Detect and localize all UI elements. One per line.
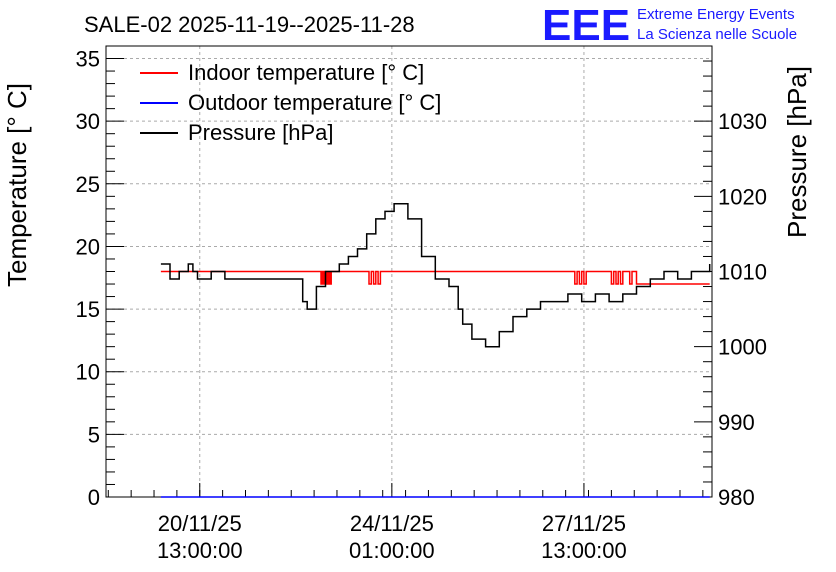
x-tick-label-1-time: 01:00:00 [349, 538, 435, 563]
axes: 0 5 10 15 20 25 30 35 980 990 1000 1010 1020 1030 20/1… [76, 47, 767, 563]
x-tick-label-2-date: 27/11/25 [542, 511, 626, 536]
x-tick-label-2-time: 13:00:00 [541, 538, 627, 563]
series-layer [160, 203, 711, 498]
series-line-pressure [160, 203, 711, 348]
logo-line-2: La Scienza nelle Scuole [637, 26, 797, 43]
x-tick-label-1-date: 24/11/25 [350, 511, 434, 536]
y2-tick-label-3: 1010 [718, 260, 767, 285]
y2-axis-title: Pressure [hPa] [782, 66, 812, 238]
legend-label-pressure: Pressure [hPa] [188, 120, 334, 145]
eee-logo: EEE Extreme Energy Events La Scienza nel… [542, 1, 797, 50]
y-tick-label-3: 15 [76, 297, 100, 322]
y2-tick-label-4: 1020 [718, 184, 767, 209]
y-tick-label-7: 35 [76, 47, 100, 72]
y2-tick-label-0: 980 [718, 485, 755, 510]
grid [106, 46, 712, 497]
y-tick-label-5: 25 [76, 172, 100, 197]
y-tick-label-1: 5 [88, 422, 100, 447]
y2-tick-label-5: 1030 [718, 109, 767, 134]
y2-tick-label-1: 990 [718, 410, 755, 435]
y-tick-label-2: 10 [76, 360, 100, 385]
y-axis-title: Temperature [° C] [2, 83, 32, 287]
legend-label-outdoor: Outdoor temperature [° C] [188, 90, 441, 115]
chart-title: SALE-02 2025-11-19--2025-11-28 [84, 12, 415, 37]
y-tick-label-6: 30 [76, 109, 100, 134]
x-tick-label-0-time: 13:00:00 [157, 538, 243, 563]
logo-mark: EEE [542, 1, 630, 50]
logo-line-1: Extreme Energy Events [637, 6, 795, 23]
y-tick-label-4: 20 [76, 234, 100, 259]
y2-tick-label-2: 1000 [718, 335, 767, 360]
legend-label-indoor: Indoor temperature [° C] [188, 60, 424, 85]
legend: Indoor temperature [° C] Outdoor tempera… [140, 60, 441, 145]
x-tick-label-0-date: 20/11/25 [158, 511, 242, 536]
y-tick-label-0: 0 [88, 485, 100, 510]
